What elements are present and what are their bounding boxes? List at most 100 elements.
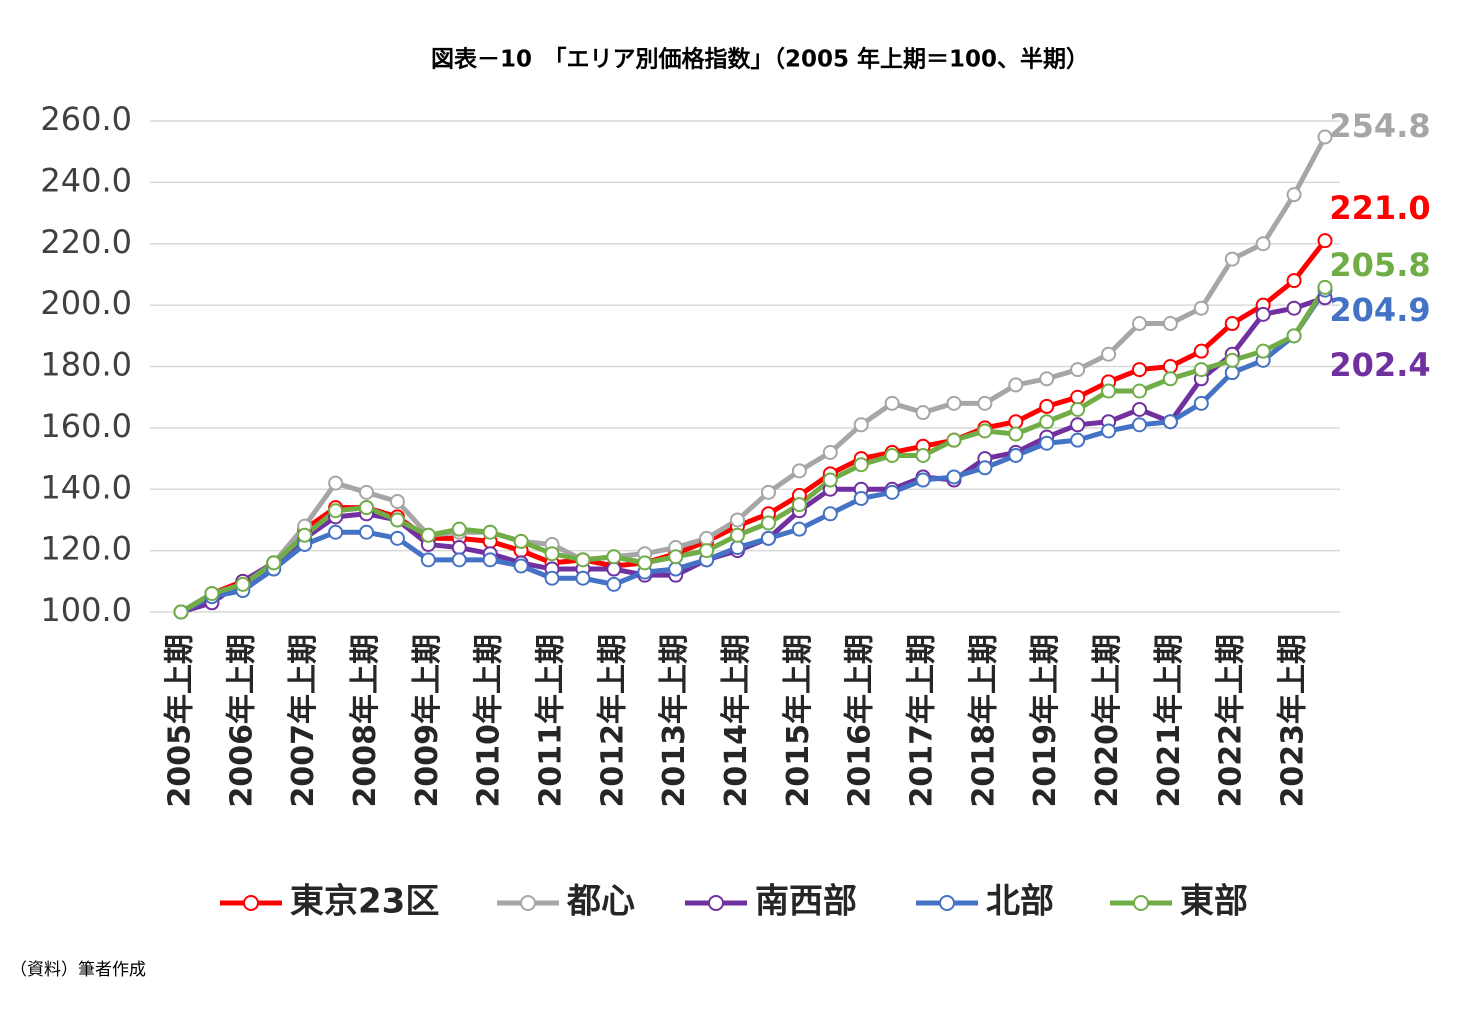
data-point xyxy=(1070,401,1086,417)
data-point xyxy=(1039,398,1055,414)
data-point xyxy=(1286,328,1302,344)
data-point xyxy=(451,521,467,537)
data-point xyxy=(668,561,684,577)
data-point xyxy=(1162,359,1178,374)
legend-item: 東京23区 xyxy=(220,882,439,922)
data-point xyxy=(946,469,962,485)
data-point xyxy=(760,515,776,531)
series-line xyxy=(180,295,1326,615)
data-point xyxy=(791,497,807,513)
x-tick-label: 2015年上期 xyxy=(781,634,816,808)
y-tick-label: 260.0 xyxy=(40,100,132,138)
data-point xyxy=(853,417,869,433)
data-point xyxy=(1008,414,1024,430)
data-point xyxy=(699,543,715,559)
data-point xyxy=(853,490,869,506)
data-point xyxy=(1101,423,1117,439)
x-tick-label: 2007年上期 xyxy=(286,634,321,808)
data-point xyxy=(482,552,498,568)
data-point xyxy=(420,527,436,543)
data-point xyxy=(1255,343,1271,359)
data-point xyxy=(1224,352,1240,368)
data-point xyxy=(173,604,189,620)
chart-title: 図表－10 「エリア別価格指数」（2005 年上期＝100、半期） xyxy=(431,46,1089,73)
data-point xyxy=(1039,414,1055,430)
x-tick-label: 2013年上期 xyxy=(657,634,692,808)
data-point xyxy=(1193,395,1209,411)
data-point xyxy=(1255,236,1271,252)
data-point xyxy=(730,540,746,556)
y-tick-label: 200.0 xyxy=(40,284,132,322)
x-tick-label: 2023年上期 xyxy=(1276,634,1311,808)
series-line xyxy=(179,239,1327,615)
data-point xyxy=(1008,426,1024,442)
y-tick-label: 140.0 xyxy=(40,468,132,506)
legend-marker xyxy=(1133,895,1149,911)
y-tick-label: 220.0 xyxy=(40,223,132,261)
data-point xyxy=(359,500,375,516)
x-tick-label: 2014年上期 xyxy=(719,634,754,808)
data-point xyxy=(328,524,344,540)
data-point xyxy=(328,475,344,491)
data-point xyxy=(946,432,962,448)
data-point xyxy=(1131,383,1147,399)
data-label: 205.8 xyxy=(1329,246,1430,284)
data-point xyxy=(791,463,807,479)
legend-item: 都心 xyxy=(497,882,635,922)
data-label: 254.8 xyxy=(1329,107,1430,145)
source-note: （資料）筆者作成 xyxy=(10,960,146,980)
data-point xyxy=(1193,343,1209,359)
x-tick-label: 2005年上期 xyxy=(163,634,198,808)
x-tick-label: 2016年上期 xyxy=(843,634,878,808)
data-point xyxy=(699,530,715,546)
data-point xyxy=(1131,417,1147,433)
data-point xyxy=(884,447,900,463)
data-point xyxy=(266,555,282,571)
data-point xyxy=(760,530,776,546)
data-point xyxy=(1101,346,1117,362)
data-point xyxy=(575,570,591,586)
y-tick-label: 100.0 xyxy=(40,591,132,629)
data-point xyxy=(977,460,993,476)
legend-label: 東京23区 xyxy=(290,882,439,922)
data-point xyxy=(606,549,622,565)
data-label: 221.0 xyxy=(1329,189,1430,227)
data-point xyxy=(1317,279,1333,295)
x-tick-label: 2017年上期 xyxy=(905,634,940,808)
data-point xyxy=(1039,371,1055,387)
data-point xyxy=(389,530,405,546)
data-point xyxy=(359,524,375,540)
x-tick-label: 2020年上期 xyxy=(1090,634,1125,808)
data-point xyxy=(359,484,375,500)
data-point xyxy=(606,576,622,592)
legend-item: 東部 xyxy=(1110,882,1248,922)
data-point xyxy=(1286,300,1302,316)
data-point xyxy=(730,512,746,528)
y-tick-label: 120.0 xyxy=(40,530,132,568)
data-point xyxy=(884,395,900,411)
data-point xyxy=(668,549,684,565)
data-label: 202.4 xyxy=(1329,346,1430,384)
data-point xyxy=(1131,362,1147,378)
data-point xyxy=(1193,300,1209,316)
data-point xyxy=(822,444,838,460)
data-point xyxy=(606,561,622,577)
legend-marker xyxy=(708,895,724,911)
data-point xyxy=(575,552,591,568)
data-point xyxy=(791,521,807,537)
legend-marker xyxy=(520,895,536,911)
data-point xyxy=(389,494,405,510)
data-point xyxy=(946,395,962,411)
data-point xyxy=(884,484,900,500)
data-point xyxy=(1162,371,1178,387)
x-tick-label: 2018年上期 xyxy=(966,634,1001,808)
data-point xyxy=(451,540,467,556)
x-tick-label: 2008年上期 xyxy=(348,634,383,808)
data-point xyxy=(1039,435,1055,451)
data-point xyxy=(1224,316,1240,332)
data-label: 204.9 xyxy=(1329,291,1430,329)
x-tick-label: 2011年上期 xyxy=(534,634,569,808)
data-point xyxy=(1070,362,1086,378)
